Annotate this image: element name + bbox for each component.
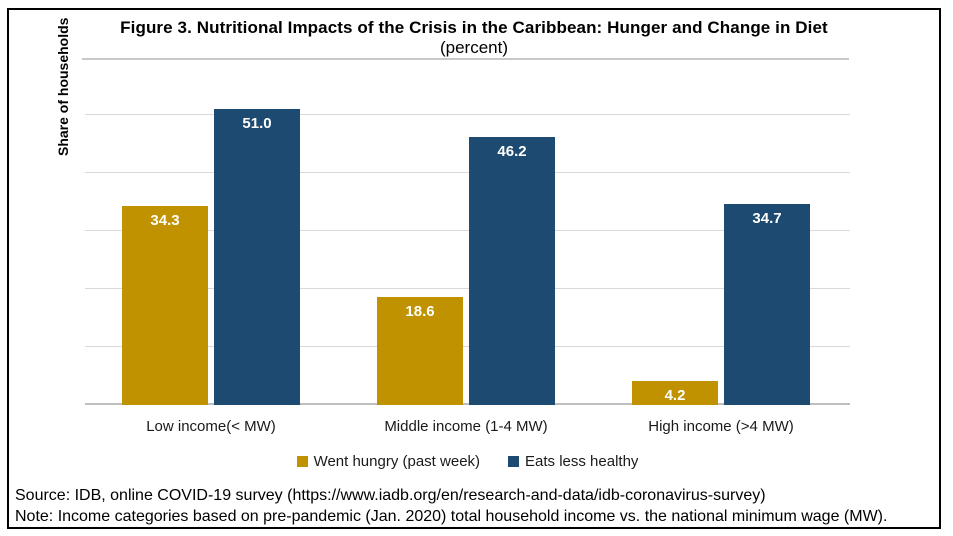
legend-item: Eats less healthy xyxy=(508,453,638,470)
note-text: Note: Income categories based on pre-pan… xyxy=(15,508,888,525)
legend-swatch-icon xyxy=(508,455,520,467)
bar-series2-group2: 46.2 xyxy=(469,137,555,405)
x-axis-label: High income (>4 MW) xyxy=(648,418,794,435)
legend-label: Eats less healthy xyxy=(525,452,639,470)
legend-item: Went hungry (past week) xyxy=(296,452,481,470)
chart-subtitle: (percent) xyxy=(439,38,509,57)
figure-container: Figure 3. Nutritional Impacts of the Cri… xyxy=(7,8,941,529)
bar-series1-group3: 4.2 xyxy=(632,380,718,405)
bar-value-label: 4.2 xyxy=(664,386,686,404)
gridline xyxy=(85,113,850,115)
bar-series1-group2: 18.6 xyxy=(377,297,463,405)
gridline xyxy=(85,230,850,231)
legend-label: Went hungry (past week) xyxy=(313,452,481,470)
legend-swatch-icon xyxy=(296,455,308,467)
bar-chart-plot-area: 34.3 51.0 18.6 46.2 4.2 34.7 xyxy=(85,97,850,405)
bar-value-label: 34.3 xyxy=(150,212,180,230)
chart-legend: Went hungry (past week) Eats less healthy xyxy=(85,451,850,471)
bar-value-label: 18.6 xyxy=(405,303,435,321)
gridline xyxy=(85,172,850,173)
bar-series2-group1: 51.0 xyxy=(214,109,300,405)
title-underline xyxy=(82,58,849,60)
x-axis-label: Low income(< MW) xyxy=(146,418,276,435)
bar-value-label: 51.0 xyxy=(242,115,272,133)
bar-series2-group3: 34.7 xyxy=(724,203,810,405)
bar-value-label: 46.2 xyxy=(497,143,527,161)
gridline xyxy=(85,346,850,347)
bar-series1-group1: 34.3 xyxy=(122,206,208,405)
gridline xyxy=(85,288,850,289)
bar-value-label: 34.7 xyxy=(752,209,782,227)
source-text: Source: IDB, online COVID-19 survey (htt… xyxy=(15,487,766,504)
x-axis-baseline xyxy=(85,403,850,405)
chart-title: Figure 3. Nutritional Impacts of the Cri… xyxy=(120,18,828,37)
x-axis-label: Middle income (1-4 MW) xyxy=(384,418,548,435)
